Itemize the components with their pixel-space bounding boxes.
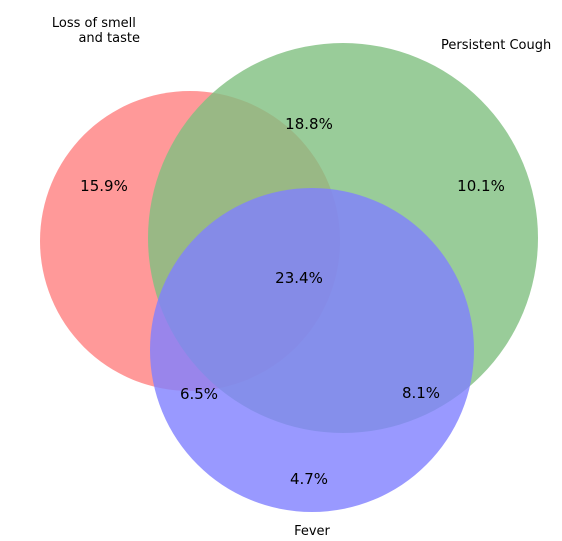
set-labels-layer: Loss of smell and taste Persistent Cough…: [52, 16, 551, 539]
set-label-smell-line-1: Loss of smell: [52, 16, 136, 31]
set-label-cough-line-1: Persistent Cough: [441, 38, 551, 53]
set-label-smell: Loss of smell and taste: [52, 16, 140, 46]
region-label-cough-only: 10.1%: [457, 177, 505, 195]
region-label-smell-cough: 18.8%: [285, 115, 333, 133]
region-label-cough-fever: 8.1%: [402, 384, 440, 402]
set-label-smell-line-2: and taste: [78, 31, 140, 46]
region-label-smell-fever: 6.5%: [180, 385, 218, 403]
set-label-fever: Fever: [294, 524, 330, 539]
set-circle-fever: [150, 188, 474, 512]
circles-layer: [40, 43, 538, 512]
set-label-fever-line-1: Fever: [294, 524, 330, 539]
region-label-fever-only: 4.7%: [290, 470, 328, 488]
region-label-all-three: 23.4%: [275, 269, 323, 287]
region-label-smell-only: 15.9%: [80, 177, 128, 195]
region-labels-layer: 15.9% 10.1% 4.7% 18.8% 6.5% 8.1% 23.4%: [80, 115, 505, 488]
set-label-cough: Persistent Cough: [441, 38, 551, 53]
